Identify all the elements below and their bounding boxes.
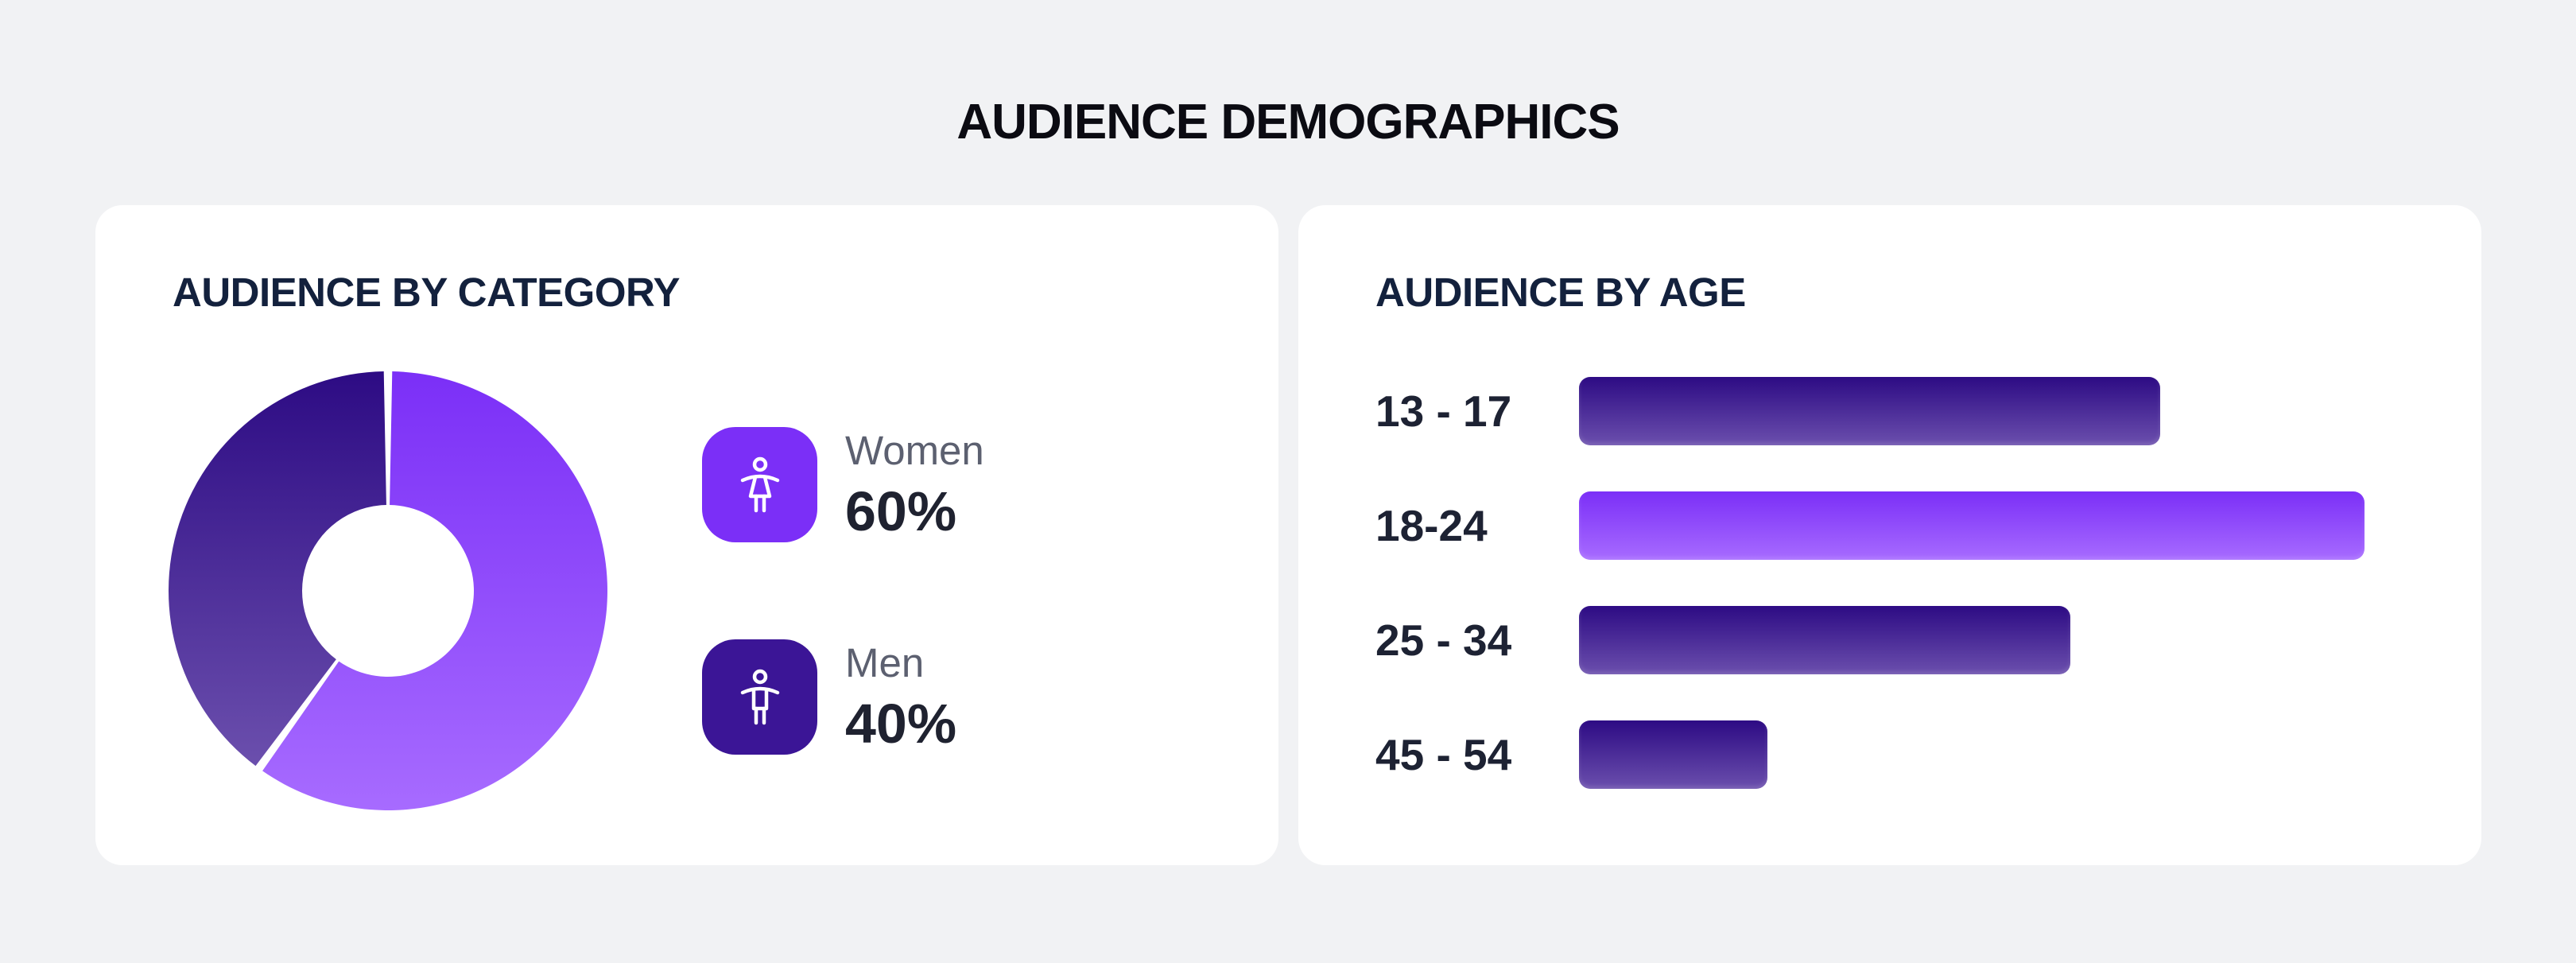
age-bar (1579, 377, 2161, 445)
age-bar (1579, 491, 2365, 560)
age-label: 18-24 (1375, 501, 1488, 550)
female-figure-icon (702, 427, 817, 542)
age-row: 45 - 54 (1375, 720, 2425, 789)
age-bar (1579, 720, 1768, 789)
page-title: AUDIENCE DEMOGRAPHICS (956, 95, 1620, 149)
audience-by-age-card: AUDIENCE BY AGE 13 - 17 18-24 25 - 34 45… (1298, 205, 2481, 865)
age-card-title: AUDIENCE BY AGE (1375, 270, 1746, 315)
age-row: 13 - 17 (1375, 377, 2425, 445)
donut-slice-men (169, 371, 386, 767)
age-row: 25 - 34 (1375, 606, 2425, 674)
legend-item-men: Men 40% (702, 639, 1179, 759)
age-row: 18-24 (1375, 491, 2425, 560)
category-donut-chart (169, 371, 607, 810)
age-label: 25 - 34 (1375, 615, 1512, 665)
legend-value-men: 40% (845, 693, 957, 755)
legend-value-women: 60% (845, 480, 957, 542)
age-label: 13 - 17 (1375, 386, 1512, 436)
age-bar (1579, 606, 2070, 674)
age-label: 45 - 54 (1375, 730, 1512, 779)
donut-slice-women (262, 371, 607, 810)
legend-item-women: Women 60% (702, 427, 1179, 546)
category-card-title: AUDIENCE BY CATEGORY (173, 270, 680, 315)
audience-by-category-card: AUDIENCE BY CATEGORY Women 60% (95, 205, 1278, 865)
legend-label-women: Women (845, 428, 984, 473)
legend-label-men: Men (845, 640, 925, 685)
male-figure-icon (702, 639, 817, 755)
